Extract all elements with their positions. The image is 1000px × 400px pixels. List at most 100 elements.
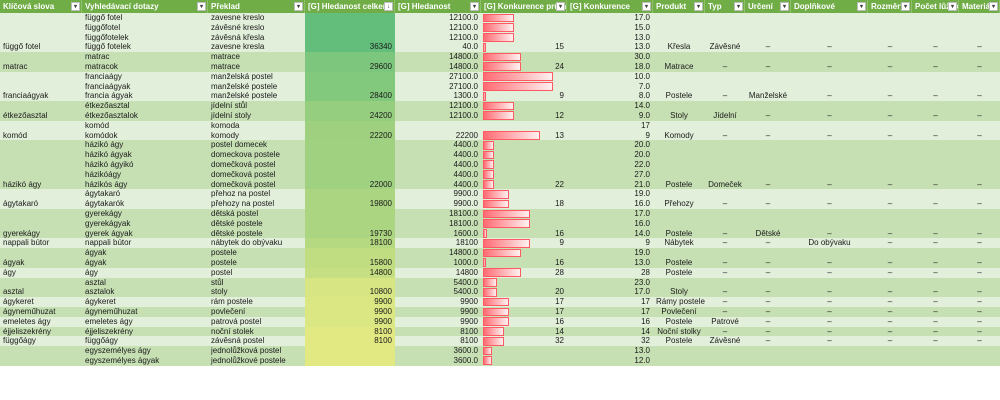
doplnkove-cell: – [827,61,832,71]
column-header[interactable]: [G] Konkurence ▾ [567,0,653,13]
column-header[interactable]: Překlad ▾ [208,0,305,13]
hledanost-bar [483,62,522,72]
column-header-label: Klíčová slova [3,2,55,11]
typ-cell: – [722,267,728,277]
konkurence-avg-cell: 9 [559,238,564,248]
translation-cell: patrová postel [211,316,262,326]
hledanost-cell: 18100 [455,238,478,248]
column-header[interactable]: [G] Konkurence průměr ▾ [481,0,567,13]
column-header[interactable]: Vyhledávací dotazy ▾ [82,0,208,13]
query-cell: ágytakaró [85,189,121,199]
hledanost-cell: 18100.0 [449,209,478,218]
pocet-luzek-cell: – [933,297,938,307]
rozmery-cell: – [887,267,893,277]
typ-cell: – [722,199,728,209]
heatmap-cell [305,248,395,268]
hledanost-bar [483,160,495,170]
hledanost-cell: 1300.0 [453,91,478,101]
column-header[interactable]: Rozměry ▾ [868,0,912,13]
query-cell: franciaágyak [85,81,131,91]
keyword-cell: franciaágyak [3,91,49,101]
heatmap-cell [305,52,395,72]
translation-cell: dětské postele [211,228,263,238]
column-header-label: Vyhledávací dotazy [85,2,159,11]
keyword-cell: asztal [3,287,24,297]
column-header[interactable]: Typ ▾ [705,0,745,13]
query-cell: ágykeret [85,297,116,307]
material-cell: – [977,199,982,209]
filter-dropdown-icon[interactable]: ▾ [556,2,565,11]
doplnkove-cell: – [827,257,832,267]
hledanost-cell: 12100.0 [449,32,478,42]
filter-dropdown-icon[interactable]: ▾ [71,2,80,11]
pocet-luzek-cell: – [933,287,938,297]
material-cell: – [977,110,982,120]
urceni-cell: – [765,238,771,248]
hledanost-bar [483,23,515,33]
filter-dropdown-icon[interactable]: ▾ [197,2,206,11]
column-header[interactable]: [G] Hledanost ▾ [395,0,481,13]
filter-dropdown-icon[interactable]: ▾ [901,2,910,11]
hledanost-bar [483,13,515,23]
column-header[interactable]: Klíčová slova ▾ [0,0,82,13]
filter-dropdown-icon[interactable]: ▾ [470,2,479,11]
keyword-cell: nappali bútor [3,238,50,248]
translation-cell: postele [211,248,237,258]
column-header[interactable]: Materiál ▾ [959,0,1000,13]
filter-dropdown-icon[interactable]: ▾ [734,2,743,11]
konkurence-cell: 9 [645,130,650,140]
column-header[interactable]: Produkt ▾ [653,0,705,13]
filter-dropdown-icon[interactable]: ▾ [989,2,998,11]
konkurence-cell: 23.0 [634,277,650,287]
query-cell: matracok [85,61,118,71]
keyword-cell: ágy [3,267,16,277]
filter-dropdown-icon[interactable]: ▾ [948,2,957,11]
heatmap-cell [305,140,395,190]
konkurence-cell: 15.0 [634,22,650,32]
table-row: házikó ágy postel domecek 4400.0 20.0 házikó… [0,140,1000,190]
query-cell: függő fotelek [85,42,131,52]
konkurence-cell: 17 [641,297,650,307]
filter-dropdown-icon[interactable]: ▾ [294,2,303,11]
translation-cell: povlečení [211,307,246,316]
hledanost-cell: 27100.0 [449,71,478,81]
heatmap-cell [305,209,395,239]
filter-dropdown-icon[interactable]: ↓ [384,2,393,11]
column-header[interactable]: Určení ▾ [745,0,791,13]
konkurence-cell: 17.0 [634,287,650,297]
urceni-cell: – [765,199,771,209]
konkurence-cell: 19.0 [634,189,650,199]
pocet-luzek-cell: – [933,336,938,346]
column-header[interactable]: Doplňkové ▾ [791,0,868,13]
konkurence-cell: 16.0 [634,199,650,209]
hledanost-bar [483,258,486,268]
column-header[interactable]: [G] Hledanost celkem ↓ [305,0,395,13]
typ-cell: – [722,61,728,71]
konkurence-cell: 13.0 [634,42,650,52]
material-cell: – [977,307,982,316]
konkurence-cell: 9.0 [638,110,650,120]
table-row: gyerekágy dětská postel 18100.0 17.0 gyereká… [0,209,1000,239]
produkt-cell: Nábytek [664,238,694,248]
produkt-cell: Komody [664,130,694,140]
doplnkove-cell: – [827,110,832,120]
table-row: függő fotel zavesne kreslo 12100.0 17.0 függ… [0,13,1000,53]
urceni-cell [745,356,791,365]
filter-dropdown-icon[interactable]: ▾ [694,2,703,11]
hledanost-cell [395,121,481,130]
query-cell: asztal [85,277,106,287]
filter-dropdown-icon[interactable]: ▾ [780,2,789,11]
filter-dropdown-icon[interactable]: ▾ [642,2,651,11]
doplnkove-cell: – [827,199,832,209]
keyword-cell: étkezőasztal [3,110,48,120]
keyword-cell: matrac [3,61,28,71]
total-cell: 24200 [369,110,392,120]
table-row: éjjeliszekrény noční stolek 8100 14 éjjelisz… [0,326,1000,337]
hledanost-bar [483,199,509,209]
filter-dropdown-icon[interactable]: ▾ [857,2,866,11]
column-header[interactable]: Počet lůžek ▾ [912,0,959,13]
konkurence-avg-cell: 9 [559,91,564,101]
query-cell: matrac [85,52,110,62]
urceni-cell: Manželské [748,91,788,101]
query-cell: házikó ágyikó [85,159,134,169]
